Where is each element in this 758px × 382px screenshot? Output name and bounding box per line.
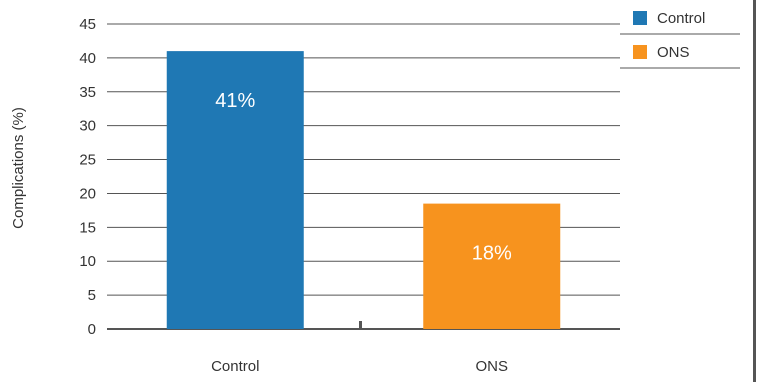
y-tick-label: 20 xyxy=(79,185,96,202)
category-label: Control xyxy=(211,358,259,375)
y-tick-label: 25 xyxy=(79,152,96,169)
y-tick-label: 30 xyxy=(79,118,96,135)
y-axis-title: Complications (%) xyxy=(10,107,27,229)
y-tick-label: 15 xyxy=(79,219,96,236)
bars xyxy=(166,51,561,329)
legend-label: ONS xyxy=(657,44,690,61)
legend-swatch xyxy=(633,45,647,59)
data-label: 41% xyxy=(215,90,255,112)
legend-swatch xyxy=(633,11,647,25)
y-tick-label: 10 xyxy=(79,253,96,270)
data-label: 18% xyxy=(472,243,512,265)
right-border xyxy=(753,0,756,382)
small-marker xyxy=(359,321,362,329)
bar-control xyxy=(166,51,304,329)
category-labels: Control ONS xyxy=(211,358,508,375)
legend: Control ONS xyxy=(620,10,740,69)
bar-ons xyxy=(423,203,561,329)
y-tick-label: 45 xyxy=(79,16,96,33)
category-label: ONS xyxy=(475,358,508,375)
y-tick-label: 40 xyxy=(79,50,96,67)
y-axis-ticks: 0 5 10 15 20 25 30 35 40 45 xyxy=(79,16,96,338)
y-tick-label: 5 xyxy=(88,287,96,304)
data-labels: 41% 18% xyxy=(215,90,512,265)
legend-label: Control xyxy=(657,10,705,27)
y-tick-label: 0 xyxy=(88,321,96,338)
y-tick-label: 35 xyxy=(79,84,96,101)
